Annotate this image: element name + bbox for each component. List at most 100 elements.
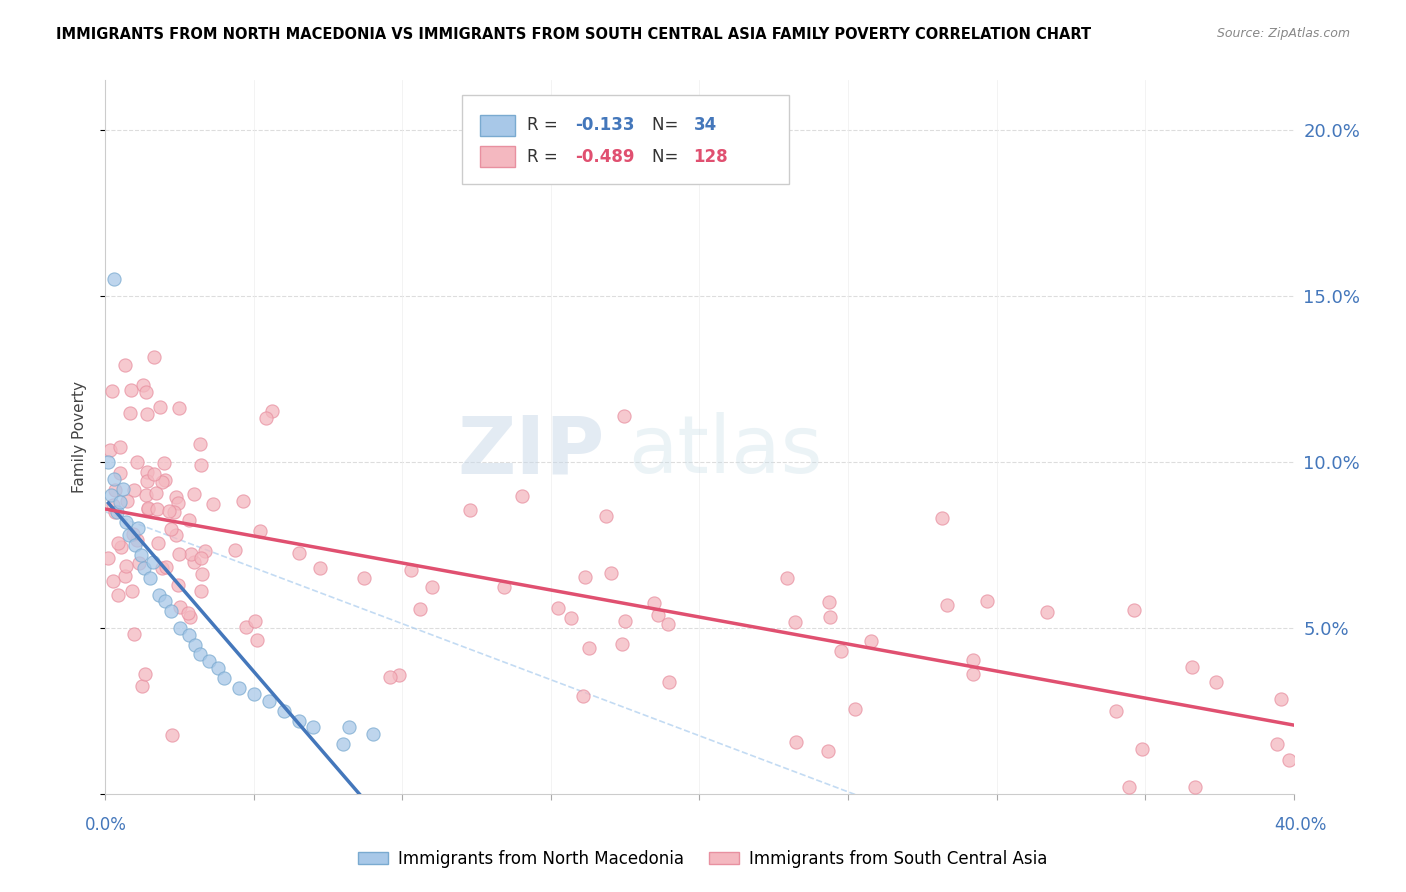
Point bbox=[201, 497, 224, 511]
Point bbox=[134, 385, 156, 400]
Point bbox=[1184, 780, 1206, 795]
Point bbox=[125, 533, 148, 547]
Point bbox=[163, 505, 186, 519]
Point bbox=[409, 601, 432, 615]
Point bbox=[165, 490, 187, 504]
Point bbox=[198, 654, 221, 668]
Point bbox=[243, 615, 266, 629]
Point bbox=[194, 544, 217, 558]
Point bbox=[150, 561, 173, 575]
Point bbox=[254, 410, 277, 425]
Point bbox=[134, 667, 156, 681]
Point bbox=[97, 455, 120, 469]
Point bbox=[148, 588, 170, 602]
Point bbox=[818, 595, 841, 609]
Point bbox=[157, 504, 180, 518]
Point bbox=[114, 358, 136, 372]
Text: N=: N= bbox=[652, 116, 683, 134]
Text: ZIP: ZIP bbox=[457, 412, 605, 491]
Point bbox=[817, 744, 839, 758]
FancyBboxPatch shape bbox=[479, 146, 516, 168]
Point bbox=[1130, 741, 1153, 756]
Point bbox=[97, 550, 120, 565]
Text: N=: N= bbox=[652, 148, 683, 166]
Point bbox=[103, 483, 125, 497]
Point bbox=[110, 440, 132, 454]
Point bbox=[114, 569, 136, 583]
Point bbox=[124, 538, 146, 552]
Point bbox=[308, 560, 330, 574]
Point bbox=[122, 626, 145, 640]
Point bbox=[169, 600, 191, 615]
Point bbox=[976, 594, 998, 608]
FancyBboxPatch shape bbox=[461, 95, 789, 184]
Point bbox=[153, 456, 176, 470]
Point bbox=[936, 598, 959, 612]
Text: 40.0%: 40.0% bbox=[1274, 816, 1327, 834]
Point bbox=[139, 571, 162, 585]
Point bbox=[101, 574, 124, 589]
Point bbox=[302, 721, 325, 735]
Point bbox=[287, 714, 309, 728]
Point bbox=[1123, 603, 1146, 617]
Point bbox=[153, 473, 176, 487]
Point bbox=[177, 513, 200, 527]
Point bbox=[207, 661, 229, 675]
Point bbox=[136, 407, 159, 421]
Point bbox=[153, 594, 176, 608]
Text: R =: R = bbox=[527, 116, 564, 134]
Text: IMMIGRANTS FROM NORTH MACEDONIA VS IMMIGRANTS FROM SOUTH CENTRAL ASIA FAMILY POV: IMMIGRANTS FROM NORTH MACEDONIA VS IMMIG… bbox=[56, 27, 1091, 42]
Point bbox=[859, 633, 882, 648]
FancyBboxPatch shape bbox=[479, 114, 516, 136]
Point bbox=[962, 653, 984, 667]
Point bbox=[177, 627, 200, 641]
Point bbox=[148, 536, 170, 550]
Point bbox=[131, 679, 153, 693]
Point bbox=[224, 542, 246, 557]
Text: -0.133: -0.133 bbox=[575, 116, 634, 134]
Point bbox=[115, 558, 138, 573]
Point bbox=[337, 721, 360, 735]
Point bbox=[180, 547, 202, 561]
Point bbox=[1278, 753, 1301, 767]
Point bbox=[167, 496, 190, 510]
Point bbox=[98, 443, 121, 458]
Point bbox=[214, 671, 236, 685]
Point bbox=[104, 505, 127, 519]
Point bbox=[494, 580, 516, 594]
Point bbox=[143, 351, 166, 365]
Point bbox=[249, 524, 271, 538]
Point bbox=[647, 607, 669, 622]
Point bbox=[136, 502, 159, 516]
Text: 0.0%: 0.0% bbox=[84, 816, 127, 834]
Point bbox=[115, 515, 138, 529]
Point bbox=[136, 501, 159, 516]
Point bbox=[361, 727, 384, 741]
Point bbox=[124, 483, 146, 497]
Point bbox=[1180, 660, 1202, 674]
Point bbox=[962, 667, 984, 681]
Point bbox=[121, 583, 143, 598]
Text: -0.489: -0.489 bbox=[575, 148, 634, 166]
Point bbox=[931, 511, 953, 525]
Point bbox=[288, 546, 311, 560]
Point bbox=[107, 588, 129, 602]
Point bbox=[613, 409, 636, 423]
Point bbox=[614, 614, 637, 628]
Point bbox=[135, 488, 157, 502]
Point bbox=[122, 527, 145, 541]
Point bbox=[167, 401, 190, 416]
Point bbox=[600, 566, 623, 581]
Point bbox=[132, 377, 155, 392]
Point bbox=[578, 641, 600, 656]
Point bbox=[135, 466, 157, 480]
Point bbox=[127, 521, 149, 535]
Point bbox=[176, 606, 198, 620]
Point bbox=[146, 501, 169, 516]
Point bbox=[160, 522, 183, 536]
Point bbox=[783, 615, 806, 629]
Point bbox=[167, 578, 190, 592]
Point bbox=[179, 610, 201, 624]
Point bbox=[574, 570, 596, 584]
Point bbox=[183, 555, 205, 569]
